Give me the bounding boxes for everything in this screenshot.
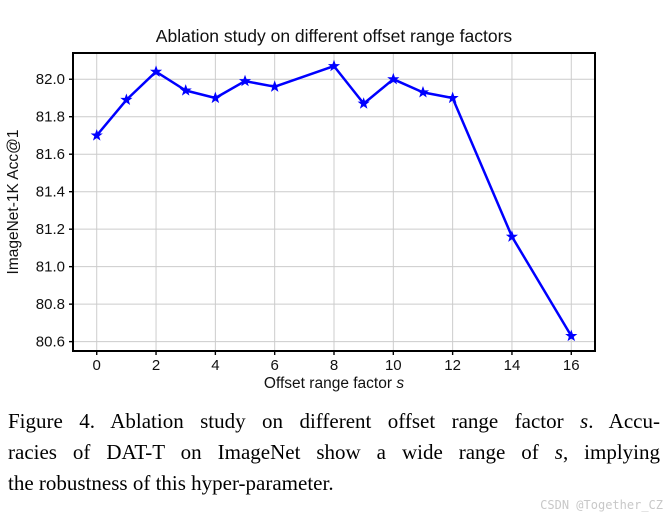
line-chart-canvas: 0 2 4 6 8 10 12 14 16 80.6 80.8 81.0 81.2 81.4 81.6 81.… — [5, 26, 596, 392]
y-axis-label: ImageNet-1K Acc@1 — [5, 130, 22, 275]
x-tick-label: 10 — [385, 357, 402, 374]
y-tick-label: 80.8 — [36, 296, 65, 313]
data-line — [95, 64, 573, 338]
x-tick-label: 16 — [563, 357, 580, 374]
caption-var-s: s — [580, 409, 589, 433]
data-point-marker — [416, 85, 430, 98]
figure-caption: Figure 4. Ablation study on different of… — [8, 406, 660, 499]
y-tick-label: 81.2 — [36, 221, 65, 238]
x-tick-label: 6 — [271, 357, 279, 374]
caption-text: . Accu- — [588, 409, 660, 433]
data-point-marker — [238, 74, 252, 87]
caption-line: Figure 4. Ablation study on different of… — [8, 406, 660, 437]
y-tick-label: 81.6 — [36, 146, 65, 163]
y-tick-label: 81.0 — [36, 259, 65, 276]
watermark: CSDN @Together_CZ — [540, 498, 663, 512]
data-point-marker — [90, 129, 103, 141]
data-point-marker — [209, 91, 222, 104]
chart-title: Ablation study on different offset range… — [156, 26, 513, 46]
data-point-marker — [120, 93, 133, 106]
x-tick-label: 14 — [504, 357, 521, 374]
y-tick-label: 81.8 — [36, 109, 65, 126]
data-point-marker — [387, 72, 400, 85]
x-tick-label: 8 — [330, 357, 338, 374]
ablation-chart: 0 2 4 6 8 10 12 14 16 80.6 80.8 81.0 81.2 81.4 81.6 81.… — [5, 26, 596, 392]
data-point-marker — [327, 59, 341, 72]
caption-line: racies of DAT-T on ImageNet show a wide … — [8, 437, 660, 468]
data-point-marker — [268, 80, 281, 92]
x-tick-label: 4 — [211, 357, 219, 374]
y-tick-label: 81.4 — [36, 184, 65, 201]
x-axis-label: Offset range factor s — [264, 375, 404, 392]
data-point-marker — [446, 91, 459, 104]
data-point-marker — [149, 65, 163, 77]
caption-text: racies of DAT-T on ImageNet show a wide … — [8, 440, 555, 464]
caption-text: Figure 4. Ablation study on different of… — [8, 409, 580, 433]
caption-text: , implying — [562, 440, 660, 464]
data-point-marker — [505, 230, 519, 242]
caption-text: the robustness of this hyper-parameter. — [8, 471, 334, 495]
y-tick-label: 80.6 — [36, 334, 65, 351]
x-tick-label: 0 — [93, 357, 101, 374]
data-point-marker — [179, 84, 192, 96]
data-point-marker — [357, 97, 370, 109]
x-tick-label: 2 — [152, 357, 160, 374]
caption-line: the robustness of this hyper-parameter. — [8, 468, 660, 499]
x-tick-label: 12 — [444, 357, 461, 374]
data-point-marker — [565, 329, 578, 342]
caption-var-s: s — [554, 440, 563, 464]
y-tick-label: 82.0 — [36, 71, 65, 88]
